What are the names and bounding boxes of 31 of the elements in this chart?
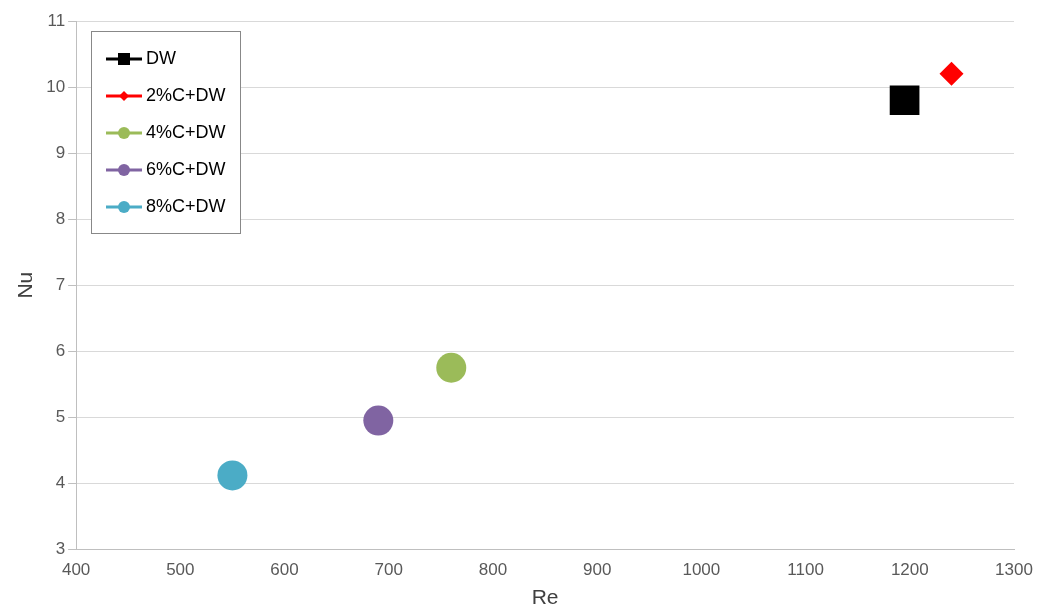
legend-label: 4%C+DW xyxy=(146,122,226,143)
y-tick-label: 3 xyxy=(55,539,66,559)
x-tick-label: 900 xyxy=(582,560,612,580)
legend-label: 8%C+DW xyxy=(146,196,226,217)
legend-label: 6%C+DW xyxy=(146,159,226,180)
x-tick-label: 800 xyxy=(478,560,508,580)
point xyxy=(436,352,467,383)
y-axis-title: Nu xyxy=(13,271,37,299)
x-tick-label: 1200 xyxy=(890,560,929,580)
y-tick-label: 7 xyxy=(55,274,66,294)
legend-label: 2%C+DW xyxy=(146,85,226,106)
y-tick-label: 9 xyxy=(55,142,66,162)
x-tick-label: 600 xyxy=(270,560,299,580)
y-tick-label: 6 xyxy=(55,340,66,360)
y-tick-label: 8 xyxy=(55,208,66,228)
x-tick-label: 400 xyxy=(61,560,91,580)
y-tick-label: 10 xyxy=(46,76,66,96)
x-tick-label: 500 xyxy=(166,560,195,580)
x-axis-title: Re xyxy=(531,585,559,609)
x-tick-label: 700 xyxy=(374,560,403,580)
x-tick-label: 1300 xyxy=(995,560,1033,580)
y-tick-label: 11 xyxy=(47,10,66,30)
y-tick-label: 5 xyxy=(55,406,66,426)
legend-label: DW xyxy=(146,48,177,69)
point xyxy=(889,85,920,116)
x-tick-label: 1000 xyxy=(682,560,721,580)
point xyxy=(363,405,394,436)
point xyxy=(217,460,248,491)
y-tick-label: 4 xyxy=(55,473,66,493)
x-tick-label: 1100 xyxy=(787,560,824,580)
point xyxy=(939,61,964,86)
